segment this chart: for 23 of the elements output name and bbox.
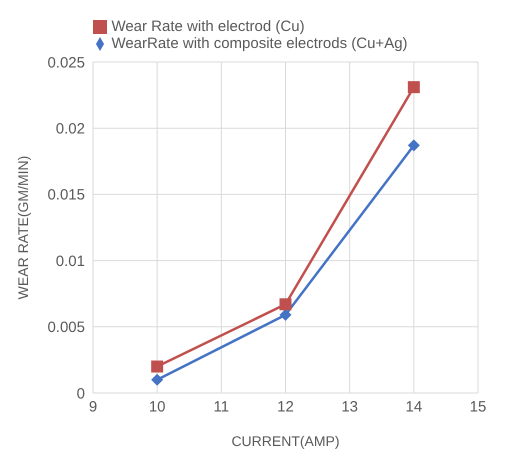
point [280, 308, 292, 321]
y-tick-label: 0.005 [47, 319, 85, 336]
y-tick-label: 0 [76, 385, 85, 402]
x-tick-label: 12 [277, 398, 294, 416]
point [151, 374, 164, 386]
x-tick-label: 10 [148, 398, 166, 416]
y-tick-label: 0.015 [47, 186, 85, 204]
legend-label: Wear Rate with electrod (Cu) [111, 18, 305, 35]
x-tick-label: 9 [88, 398, 98, 416]
x-tick-label: 13 [341, 398, 358, 416]
x-tick-label: 14 [405, 398, 422, 416]
point [408, 81, 420, 94]
x-axis-title: CURRENT(AMP) [231, 433, 340, 449]
y-tick-label: 0.02 [56, 120, 85, 138]
x-tick-label: 11 [214, 398, 230, 416]
y-tick-label: 0.01 [56, 252, 85, 270]
legend-label: WearRate with composite electrods (Cu+Ag) [111, 35, 408, 52]
point [151, 360, 164, 373]
x-tick-label: 15 [470, 398, 486, 416]
point [280, 298, 292, 310]
y-tick-label: 0.025 [47, 54, 85, 72]
y-axis-title: WEAR RATE(GM/MIN) [14, 156, 31, 300]
point [408, 139, 420, 152]
